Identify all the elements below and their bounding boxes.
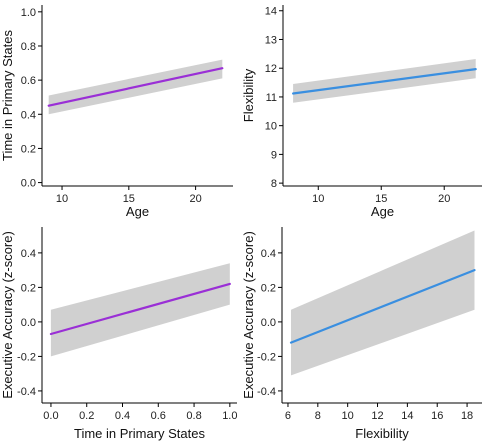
panel-age-vs-time-in-primary-states: 10 15 20 0.0 0.2 0.4 0.6 0.8 1.0 Age Time in Prima…	[0, 5, 233, 219]
chart-4-x-tick-label: 16	[431, 410, 443, 422]
chart-3-x-tick-label: 0.4	[115, 410, 130, 422]
chart-4-x-tick-label: 8	[315, 410, 321, 422]
chart-3-x-axis-label: Time in Primary States	[74, 426, 205, 441]
chart-2-y-tick-label: 10	[265, 121, 277, 133]
chart-4-confidence-band	[291, 230, 475, 376]
chart-3-x-tick-label: 0.6	[151, 410, 166, 422]
chart-1-y-tick-label: 0.6	[21, 75, 36, 87]
chart-2-y-tick-label: 11	[266, 92, 277, 104]
chart-3-y-tick-label: -0.2	[17, 351, 36, 363]
chart-4-y-tick-label: -0.4	[257, 386, 276, 398]
chart-3-y-tick-label: 0.0	[21, 317, 36, 329]
chart-1-x-tick-label: 20	[189, 193, 201, 205]
chart-2-x-tick-label: 20	[438, 193, 450, 205]
chart-4-x-tick-label: 12	[371, 410, 383, 422]
chart-3-x-tick-label: 0.8	[186, 410, 201, 422]
chart-3-fit-line	[49, 282, 231, 336]
chart-1-y-axis-label: Time in Primary States	[0, 30, 15, 161]
chart-4-y-tick-label: 0.2	[261, 282, 276, 294]
chart-4-x-tick-label: 10	[342, 410, 354, 422]
chart-2-x-tick-label: 10	[312, 193, 324, 205]
chart-3-y-tick-label: 0.2	[21, 282, 36, 294]
chart-2-y-tick-label: 9	[271, 149, 277, 161]
chart-1-y-tick-label: 0.8	[21, 41, 36, 53]
chart-1-y-tick-label: 0.0	[21, 178, 36, 190]
panel-time-vs-executive-accuracy: 0.0 0.2 0.4 0.6 0.8 1.0 -0.4 -0.2 0.0 0.2 0.4 Time …	[0, 227, 237, 441]
panel-age-vs-flexibility: 10 15 20 8 9 10 11 12 13 14 Age Flexibility	[241, 5, 482, 219]
chart-2-y-axis-label: Flexibility	[241, 68, 256, 122]
chart-2-y-tick-label: 14	[265, 6, 277, 18]
chart-1-x-tick-label: 10	[56, 193, 68, 205]
chart-1-y-tick-label: 1.0	[21, 7, 36, 19]
chart-2-y-tick-label: 8	[271, 178, 277, 190]
chart-2-y-tick-label: 13	[265, 34, 277, 46]
chart-3-y-tick-label: 0.4	[21, 248, 36, 260]
chart-1-x-axis-label: Age	[126, 204, 149, 219]
chart-3-x-tick-label: 1.0	[222, 410, 237, 422]
chart-4-x-tick-label: 6	[285, 410, 291, 422]
chart-4-y-tick-label: 0.0	[261, 317, 276, 329]
chart-4-y-tick-label: -0.2	[257, 351, 276, 363]
chart-2-x-tick-label: 15	[375, 193, 387, 205]
chart-3-y-tick-label: -0.4	[17, 386, 36, 398]
chart-2-fit-line	[292, 67, 477, 95]
panel-flexibility-vs-executive-accuracy: 6 8 10 12 14 16 18 -0.4 -0.2 0.0 0.2 0.4 Flexibility…	[241, 227, 482, 441]
chart-3-y-axis-label: Executive Accuracy (z-score)	[0, 231, 15, 399]
chart-1-x-tick-label: 15	[123, 193, 135, 205]
chart-4-x-axis-label: Flexibility	[355, 426, 409, 441]
chart-3-x-tick-label: 0.2	[79, 410, 94, 422]
chart-4-fit-line	[289, 269, 476, 344]
chart-3-x-tick-label: 0.0	[43, 410, 58, 422]
chart-4-x-tick-label: 14	[401, 410, 413, 422]
chart-1-y-tick-label: 0.4	[21, 109, 36, 121]
chart-4-y-axis-label: Executive Accuracy (z-score)	[241, 231, 256, 399]
chart-1-fit-line	[47, 67, 224, 107]
chart-2-x-axis-label: Age	[371, 204, 394, 219]
chart-2-y-tick-label: 12	[265, 63, 277, 75]
chart-4-x-tick-label: 18	[461, 410, 473, 422]
chart-1-y-tick-label: 0.2	[21, 143, 36, 155]
chart-4-y-tick-label: 0.4	[261, 248, 276, 260]
